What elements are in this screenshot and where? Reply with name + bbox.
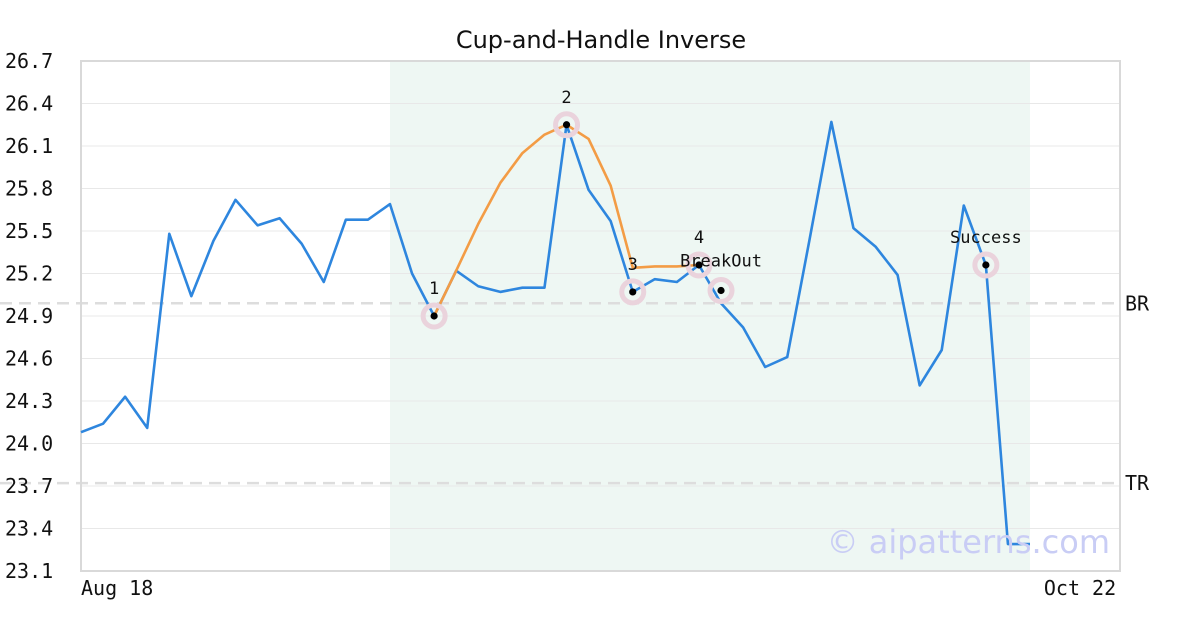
y-tick-label: 24.6 xyxy=(5,347,53,371)
marker-label: 2 xyxy=(561,88,571,108)
marker-halo xyxy=(619,278,647,306)
reference-line-label: BR xyxy=(1125,291,1150,315)
y-tick-label: 23.7 xyxy=(5,474,53,498)
marker-dot xyxy=(695,261,703,269)
y-tick-label: 25.8 xyxy=(5,177,53,201)
chart-title: Cup-and-Handle Inverse xyxy=(456,26,746,54)
y-tick-label: 23.4 xyxy=(5,517,53,541)
marker-dot xyxy=(629,288,637,296)
x-axis: Aug 18 Oct 22 xyxy=(81,576,1116,600)
marker-halo xyxy=(685,251,713,279)
marker-dot xyxy=(562,121,571,129)
marker-label: 1 xyxy=(429,279,439,299)
watermark: © aipatterns.com xyxy=(827,523,1110,561)
y-tick-label: 25.2 xyxy=(5,262,53,286)
marker-dot xyxy=(717,286,725,295)
plot-frame xyxy=(80,60,1121,572)
marker-label: BreakOut xyxy=(680,252,762,272)
y-tick-label: 24.0 xyxy=(5,432,53,456)
x-tick-label: Aug 18 xyxy=(81,576,153,600)
reference-lines: BR TR xyxy=(0,291,1150,495)
y-tick-label: 26.4 xyxy=(5,92,53,116)
pattern-markers: 1 2 3 4 BreakOut Success xyxy=(420,88,1022,330)
y-tick-label: 24.3 xyxy=(5,389,53,413)
marker-halo xyxy=(420,302,448,330)
price-line xyxy=(80,120,1030,546)
y-tick-label: 23.1 xyxy=(5,559,53,583)
reference-line-label: TR xyxy=(1125,471,1150,495)
marker-label: 4 xyxy=(694,228,704,248)
y-tick-label: 25.5 xyxy=(5,219,53,243)
marker-dot xyxy=(982,261,990,269)
marker-halo xyxy=(972,251,1000,279)
marker-halo xyxy=(707,277,735,304)
marker-label: Success xyxy=(950,228,1022,248)
y-tick-label: 26.1 xyxy=(5,134,53,158)
y-tick-label: 24.9 xyxy=(5,304,53,328)
y-axis: 26.7 26.4 26.1 25.8 25.5 25.2 24.9 24.6 24.3 24.0… xyxy=(5,49,53,583)
marker-label: 3 xyxy=(628,255,638,275)
x-tick-label: Oct 22 xyxy=(1044,576,1116,600)
marker-dot xyxy=(430,312,438,320)
y-tick-label: 26.7 xyxy=(5,49,53,73)
marker-halo xyxy=(553,111,581,139)
grid-lines xyxy=(81,60,1120,572)
